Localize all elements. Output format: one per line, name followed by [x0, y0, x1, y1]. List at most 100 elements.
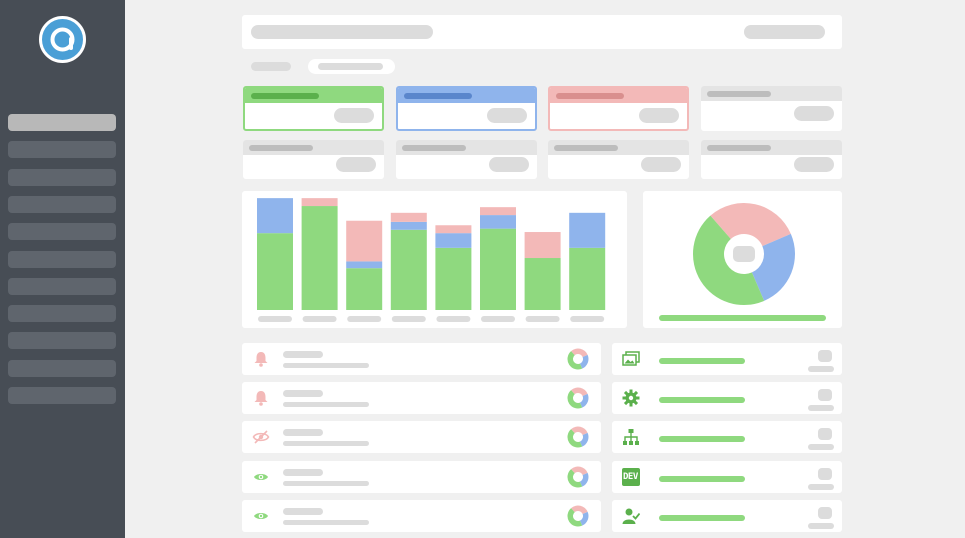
bar-5-segment-3[interactable]: [435, 225, 472, 234]
service-row-5[interactable]: [612, 499, 842, 532]
alert-row-3[interactable]: [242, 421, 601, 454]
sidebar: [0, 0, 125, 538]
mini-donut-4-slice-2[interactable]: [579, 472, 589, 487]
stat-card-8[interactable]: [701, 140, 843, 179]
donut-slice-3[interactable]: [693, 215, 765, 305]
mini-donut-3-slice-2[interactable]: [579, 433, 589, 448]
stat-card-3[interactable]: [548, 86, 690, 131]
sidebar-item-1[interactable]: [8, 114, 116, 131]
donut-slice-2[interactable]: [751, 233, 795, 301]
sidebar-item-6[interactable]: [8, 250, 116, 268]
mini-donut-3: [567, 426, 589, 448]
tab-first[interactable]: [251, 62, 291, 71]
service-meta: [808, 483, 834, 490]
service-meta: [808, 405, 834, 412]
service-name-bar: [659, 397, 745, 404]
alert-row-5[interactable]: [242, 499, 601, 532]
dev-badge-label: DEV: [623, 471, 638, 482]
bell-icon: [254, 352, 268, 367]
mini-donut-1-slice-2[interactable]: [579, 354, 589, 369]
service-meta: [808, 366, 834, 372]
service-row-1[interactable]: [612, 343, 842, 375]
x-tick-label: [347, 316, 382, 322]
sidebar-item-9[interactable]: [8, 332, 116, 350]
stat-card-4[interactable]: [701, 86, 843, 131]
donut-legend-bar: [659, 315, 826, 321]
bar-4-segment-2[interactable]: [390, 221, 427, 230]
stat-card-5[interactable]: [243, 140, 384, 179]
bar-6-segment-3[interactable]: [480, 207, 516, 216]
bar-3-segment-2[interactable]: [346, 261, 383, 269]
service-status: [818, 350, 832, 362]
header-action[interactable]: [744, 25, 825, 39]
alert-row-4[interactable]: [242, 460, 601, 493]
service-status: [818, 428, 832, 441]
mini-donut-3-slice-1[interactable]: [571, 426, 588, 436]
sidebar-item-4[interactable]: [8, 195, 116, 213]
mini-donut-5-slice-1[interactable]: [571, 505, 588, 514]
bar-7-segment-3[interactable]: [524, 232, 561, 259]
donut-slice-1[interactable]: [710, 202, 791, 247]
mini-donut-2-slice-1[interactable]: [571, 387, 588, 397]
bar-4-segment-1[interactable]: [390, 229, 427, 310]
mini-donut-5-slice-2[interactable]: [579, 511, 589, 526]
mini-donut-4-slice-1[interactable]: [571, 466, 588, 475]
mini-donut-4-slice-3[interactable]: [567, 468, 583, 488]
mini-donut-5-slice-3[interactable]: [567, 507, 583, 527]
eye-slash-icon: [252, 430, 270, 444]
service-status: [818, 506, 832, 519]
bar-8-segment-1[interactable]: [569, 247, 606, 310]
alert-row-1[interactable]: [242, 343, 601, 375]
bar-3-segment-3[interactable]: [346, 220, 383, 262]
sidebar-item-3[interactable]: [8, 168, 116, 186]
service-name-bar: [659, 514, 745, 521]
stacked-bar-chart: [242, 191, 627, 328]
stat-card-7[interactable]: [548, 140, 690, 179]
x-tick-label: [302, 316, 337, 322]
service-name-bar: [659, 358, 745, 364]
alert-row-2[interactable]: [242, 382, 601, 415]
bar-6-segment-1[interactable]: [480, 228, 516, 310]
mini-donut-2-slice-3[interactable]: [567, 390, 583, 409]
bar-3-segment-1[interactable]: [346, 268, 383, 310]
bar-2-segment-1[interactable]: [301, 206, 338, 310]
bar-8-segment-2[interactable]: [569, 212, 606, 248]
donut-chart-svg: [659, 202, 826, 321]
service-row-3[interactable]: [612, 421, 842, 454]
stat-card-1[interactable]: [243, 86, 384, 131]
user-check-icon: [622, 508, 640, 524]
mini-donut-1-slice-3[interactable]: [567, 351, 583, 370]
sidebar-item-11[interactable]: [8, 387, 116, 404]
bar-6-segment-2[interactable]: [480, 215, 516, 229]
sidebar-item-5[interactable]: [8, 223, 116, 241]
bar-1-segment-1[interactable]: [257, 233, 293, 310]
alert-title: [283, 390, 323, 398]
mini-donut-2-slice-2[interactable]: [579, 394, 589, 408]
alert-subtitle: [283, 519, 369, 525]
service-row-4[interactable]: DEV: [612, 460, 842, 493]
mini-donut-1-slice-1[interactable]: [571, 348, 588, 358]
sidebar-item-8[interactable]: [8, 305, 116, 323]
bar-5-segment-1[interactable]: [435, 247, 472, 310]
mini-donut-3-slice-3[interactable]: [567, 429, 583, 448]
alert-title: [283, 468, 323, 476]
bar-2-segment-3[interactable]: [301, 198, 338, 207]
service-name-bar: [659, 436, 745, 443]
sidebar-item-10[interactable]: [8, 359, 116, 377]
bar-5-segment-2[interactable]: [435, 233, 472, 248]
bar-1-segment-2[interactable]: [257, 198, 293, 234]
bar-4-segment-3[interactable]: [390, 212, 427, 222]
eye-icon: [254, 473, 268, 480]
service-row-2[interactable]: [612, 382, 842, 415]
service-status: [818, 467, 832, 480]
bar-7-segment-1[interactable]: [524, 258, 561, 310]
x-tick-label: [481, 316, 515, 322]
donut-center-value: [733, 246, 755, 262]
sidebar-item-7[interactable]: [8, 277, 116, 295]
tab-second[interactable]: [308, 59, 395, 74]
alert-title: [283, 429, 323, 437]
sidebar-item-2[interactable]: [8, 141, 116, 159]
chat-bubble-logo-icon[interactable]: [39, 16, 86, 63]
stat-card-6[interactable]: [395, 140, 537, 179]
stat-card-2[interactable]: [395, 86, 537, 131]
